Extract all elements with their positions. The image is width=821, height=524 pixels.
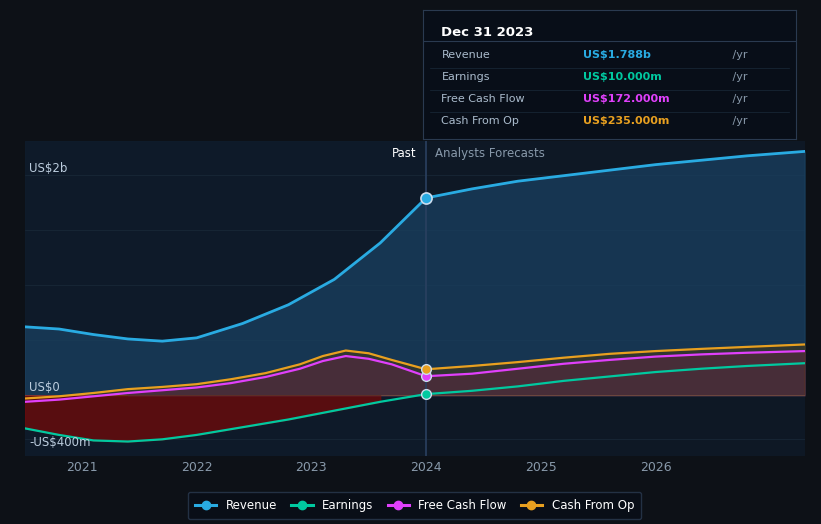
Text: /yr: /yr xyxy=(729,116,748,126)
Text: Earnings: Earnings xyxy=(442,72,490,82)
Text: Dec 31 2023: Dec 31 2023 xyxy=(442,26,534,39)
Text: Revenue: Revenue xyxy=(442,50,490,60)
Text: US$0: US$0 xyxy=(30,381,60,394)
Text: /yr: /yr xyxy=(729,94,748,104)
Text: /yr: /yr xyxy=(729,72,748,82)
Text: Free Cash Flow: Free Cash Flow xyxy=(442,94,525,104)
Bar xyxy=(25,141,426,456)
Text: US$235.000m: US$235.000m xyxy=(584,116,670,126)
Text: Past: Past xyxy=(392,147,417,160)
Text: Analysts Forecasts: Analysts Forecasts xyxy=(435,147,545,160)
Text: US$10.000m: US$10.000m xyxy=(584,72,663,82)
Text: US$172.000m: US$172.000m xyxy=(584,94,670,104)
Text: -US$400m: -US$400m xyxy=(30,436,90,449)
Legend: Revenue, Earnings, Free Cash Flow, Cash From Op: Revenue, Earnings, Free Cash Flow, Cash … xyxy=(188,492,641,519)
Text: US$2b: US$2b xyxy=(30,161,67,174)
Text: Cash From Op: Cash From Op xyxy=(442,116,520,126)
Text: US$1.788b: US$1.788b xyxy=(584,50,651,60)
Text: /yr: /yr xyxy=(729,50,748,60)
